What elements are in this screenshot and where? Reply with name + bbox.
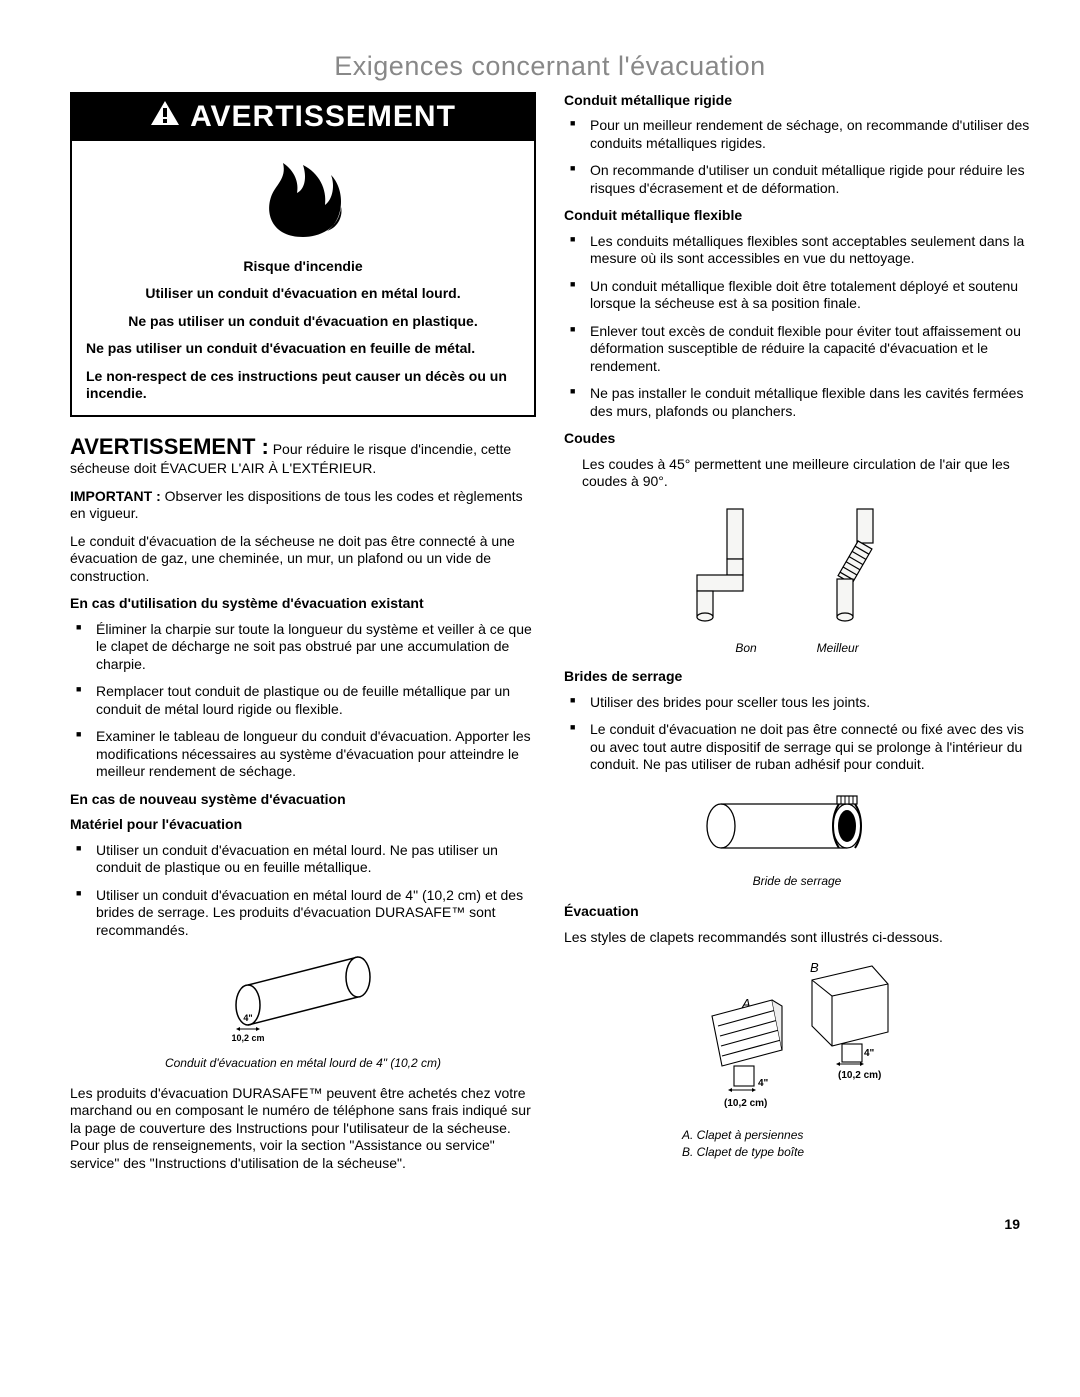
hood-icon: B A: [682, 956, 912, 1116]
fire-icon: [253, 149, 353, 239]
elbow-heading: Coudes: [564, 430, 1030, 448]
rigid-heading: Conduit métallique rigide: [564, 92, 1030, 110]
svg-text:4": 4": [243, 1013, 252, 1023]
second-warning: AVERTISSEMENT : Pour réduire le risque d…: [70, 433, 536, 478]
hood-legend-b: B. Clapet de type boîte: [682, 1144, 912, 1161]
vent-pipe-icon: 4" 10,2 cm: [228, 949, 378, 1045]
warning-risk: Risque d'incendie: [86, 258, 520, 276]
warning-header: AVERTISSEMENT: [72, 94, 534, 142]
warning-line: Ne pas utiliser un conduit d'évacuation …: [86, 340, 520, 358]
svg-text:4": 4": [864, 1048, 875, 1059]
warning-text-block: Risque d'incendie Utiliser un conduit d'…: [72, 252, 534, 415]
para-connect: Le conduit d'évacuation de la sécheuse n…: [70, 533, 536, 586]
clamp-list: Utiliser des brides pour sceller tous le…: [564, 694, 1030, 774]
section-title: Exigences concernant l'évacuation: [70, 50, 1030, 84]
clamp-caption: Bride de serrage: [564, 874, 1030, 889]
warning-box: AVERTISSEMENT Risque d'incendie Utiliser…: [70, 92, 536, 417]
elbow-better-label: Meilleur: [817, 641, 859, 656]
list-item: Enlever tout excès de conduit flexible p…: [564, 323, 1030, 376]
clamp-figure: [564, 784, 1030, 869]
flex-heading: Conduit métallique flexible: [564, 207, 1030, 225]
important-line: IMPORTANT : Observer les dispositions de…: [70, 488, 536, 523]
elbow-text: Les coudes à 45° permettent une meilleur…: [564, 456, 1030, 491]
elbow-icon: [667, 501, 927, 631]
list-item: Utiliser des brides pour sceller tous le…: [564, 694, 1030, 712]
list-item: Remplacer tout conduit de plastique ou d…: [70, 683, 536, 718]
list-item: Utiliser un conduit d'évacuation en méta…: [70, 887, 536, 940]
svg-text:B: B: [810, 960, 819, 975]
warning-triangle-icon: [150, 98, 180, 136]
material-list: Utiliser un conduit d'évacuation en méta…: [70, 842, 536, 940]
page-number: 19: [70, 1216, 1020, 1234]
hood-legend: A. Clapet à persiennes B. Clapet de type…: [682, 1127, 912, 1161]
existing-heading: En cas d'utilisation du système d'évacua…: [70, 595, 536, 613]
list-item: Utiliser un conduit d'évacuation en méta…: [70, 842, 536, 877]
exhaust-text: Les styles de clapets recommandés sont i…: [564, 929, 1030, 947]
durasafe-text: Les produits d'évacuation DURASAFE™ peuv…: [70, 1085, 536, 1173]
list-item: Les conduits métalliques flexibles sont …: [564, 233, 1030, 268]
existing-list: Éliminer la charpie sur toute la longueu…: [70, 621, 536, 781]
elbow-good-label: Bon: [735, 641, 756, 656]
two-column-layout: AVERTISSEMENT Risque d'incendie Utiliser…: [70, 92, 1030, 1183]
important-label: IMPORTANT :: [70, 488, 161, 504]
right-column: Conduit métallique rigide Pour un meille…: [564, 92, 1030, 1183]
list-item: Pour un meilleur rendement de séchage, o…: [564, 117, 1030, 152]
list-item: Un conduit métallique flexible doit être…: [564, 278, 1030, 313]
left-column: AVERTISSEMENT Risque d'incendie Utiliser…: [70, 92, 536, 1183]
second-warning-label: AVERTISSEMENT :: [70, 434, 269, 459]
list-item: On recommande d'utiliser un conduit méta…: [564, 162, 1030, 197]
new-heading: En cas de nouveau système d'évacuation: [70, 791, 536, 809]
list-item: Éliminer la charpie sur toute la longueu…: [70, 621, 536, 674]
svg-text:(10,2 cm): (10,2 cm): [838, 1070, 881, 1081]
list-item: Examiner le tableau de longueur du condu…: [70, 728, 536, 781]
hood-legend-a: A. Clapet à persiennes: [682, 1127, 912, 1144]
warning-header-text: AVERTISSEMENT: [190, 98, 456, 136]
svg-text:4": 4": [758, 1078, 769, 1089]
clamp-heading: Brides de serrage: [564, 668, 1030, 686]
list-item: Ne pas installer le conduit métallique f…: [564, 385, 1030, 420]
hood-figure-wrap: B A: [682, 956, 912, 1160]
vent-figure: 4" 10,2 cm: [70, 949, 536, 1050]
flex-list: Les conduits métalliques flexibles sont …: [564, 233, 1030, 421]
vent-caption: Conduit d'évacuation en métal lourd de 4…: [70, 1056, 536, 1071]
clamp-icon: [697, 784, 897, 864]
list-item: Le conduit d'évacuation ne doit pas être…: [564, 721, 1030, 774]
fire-icon-wrap: [72, 141, 534, 252]
material-heading: Matériel pour l'évacuation: [70, 816, 536, 834]
elbow-figure: [564, 501, 1030, 636]
exhaust-heading: Évacuation: [564, 903, 1030, 921]
svg-text:(10,2 cm): (10,2 cm): [724, 1098, 767, 1109]
warning-line: Ne pas utiliser un conduit d'évacuation …: [86, 313, 520, 331]
warning-line: Utiliser un conduit d'évacuation en méta…: [86, 285, 520, 303]
warning-line: Le non-respect de ces instructions peut …: [86, 368, 520, 403]
svg-text:10,2 cm: 10,2 cm: [231, 1033, 264, 1043]
rigid-list: Pour un meilleur rendement de séchage, o…: [564, 117, 1030, 197]
elbow-labels: Bon Meilleur: [564, 641, 1030, 656]
